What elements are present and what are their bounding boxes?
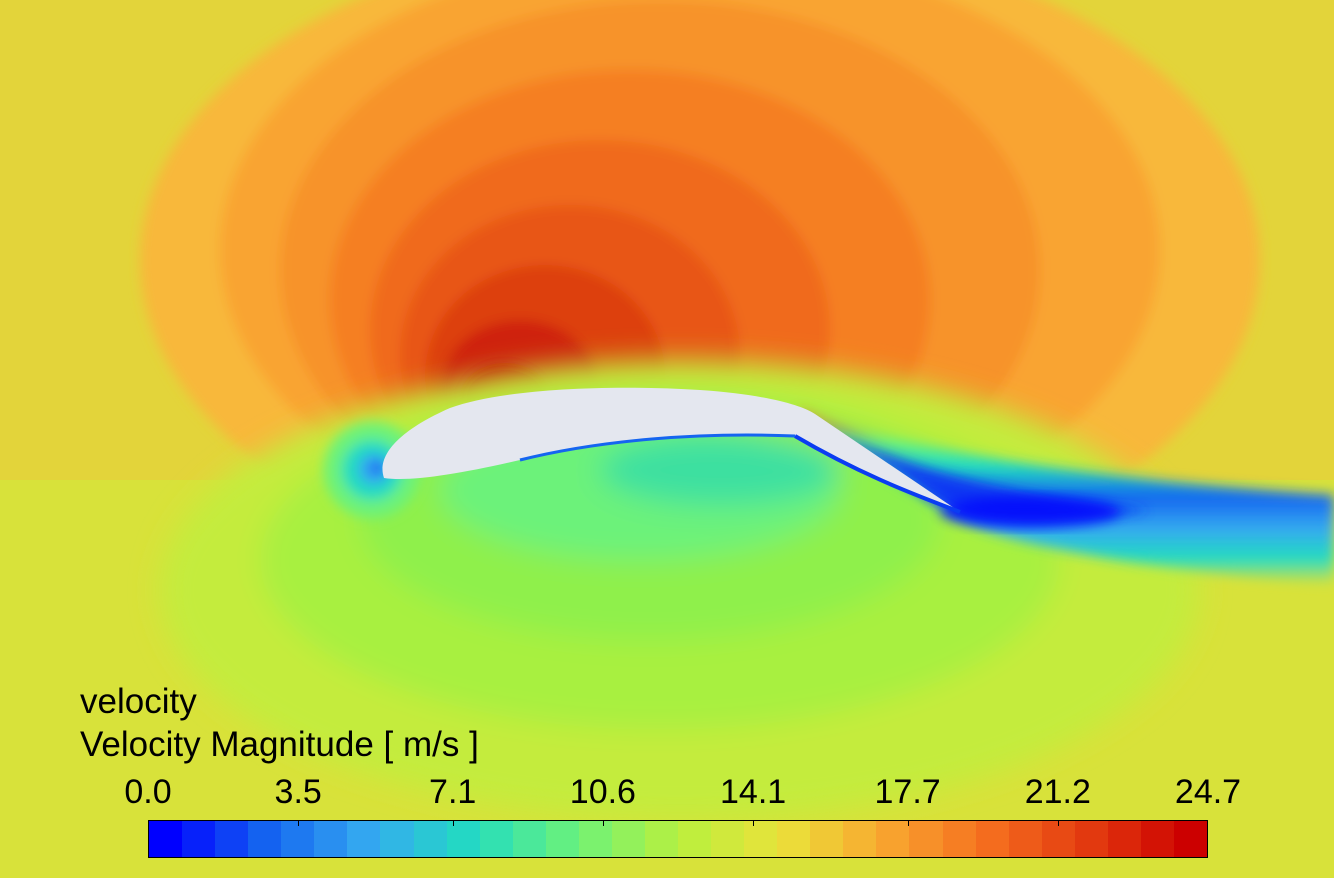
colorbar-level (843, 821, 877, 857)
colorbar-level (413, 821, 447, 857)
colorbar-tick-label: 17.7 (874, 773, 941, 811)
wake-region (800, 410, 1334, 585)
flap-wake-edge (793, 434, 961, 514)
colorbar-level (711, 821, 745, 857)
colorbar-level (446, 821, 480, 857)
lower-surface-edge (519, 433, 796, 462)
colorbar-level (149, 821, 183, 857)
colorbar-level (512, 821, 546, 857)
colorbar-level (248, 821, 282, 857)
legend-subtitle: Velocity Magnitude [ m/s ] (80, 725, 479, 764)
colorbar-level (611, 821, 645, 857)
colorbar-level (545, 821, 579, 857)
colorbar-level (810, 821, 844, 857)
colorbar-tick-label: 3.5 (274, 773, 322, 811)
colorbar-tick-mark (1057, 820, 1059, 826)
colorbar-level (1074, 821, 1108, 857)
colorbar (148, 820, 1208, 858)
colorbar-level (314, 821, 348, 857)
colorbar-level (578, 821, 612, 857)
colorbar-level (678, 821, 712, 857)
colorbar-tick-mark (907, 820, 909, 826)
colorbar-level (1008, 821, 1042, 857)
colorbar-level (744, 821, 778, 857)
legend-title: velocity (80, 682, 197, 721)
colorbar-tick-label: 0.0 (124, 773, 172, 811)
colorbar-tick-mark (452, 820, 454, 826)
colorbar-level (380, 821, 414, 857)
colorbar-level (975, 821, 1009, 857)
colorbar-level (479, 821, 513, 857)
colorbar-tick-mark (298, 820, 300, 826)
colorbar-tick-label: 24.7 (1174, 773, 1242, 811)
colorbar-tick-label: 14.1 (720, 773, 787, 811)
colorbar-level (281, 821, 315, 857)
colorbar-level (909, 821, 943, 857)
colorbar-level (876, 821, 910, 857)
colorbar-level (1140, 821, 1174, 857)
colorbar-level (777, 821, 811, 857)
colorbar-level (1107, 821, 1141, 857)
colorbar-tick-label: 7.1 (429, 773, 477, 811)
colorbar-level (182, 821, 216, 857)
colorbar-tick-mark (602, 820, 604, 826)
colorbar-tick-mark (753, 820, 755, 826)
colorbar-tick-label: 10.6 (569, 773, 636, 811)
colorbar-tick-label: 21.2 (1024, 773, 1091, 811)
colorbar-level (644, 821, 678, 857)
colorbar-level (347, 821, 381, 857)
colorbar-level (942, 821, 976, 857)
airfoil-body (382, 387, 961, 512)
colorbar-level (1041, 821, 1075, 857)
colorbar-level (1173, 821, 1207, 857)
colorbar-level (215, 821, 249, 857)
